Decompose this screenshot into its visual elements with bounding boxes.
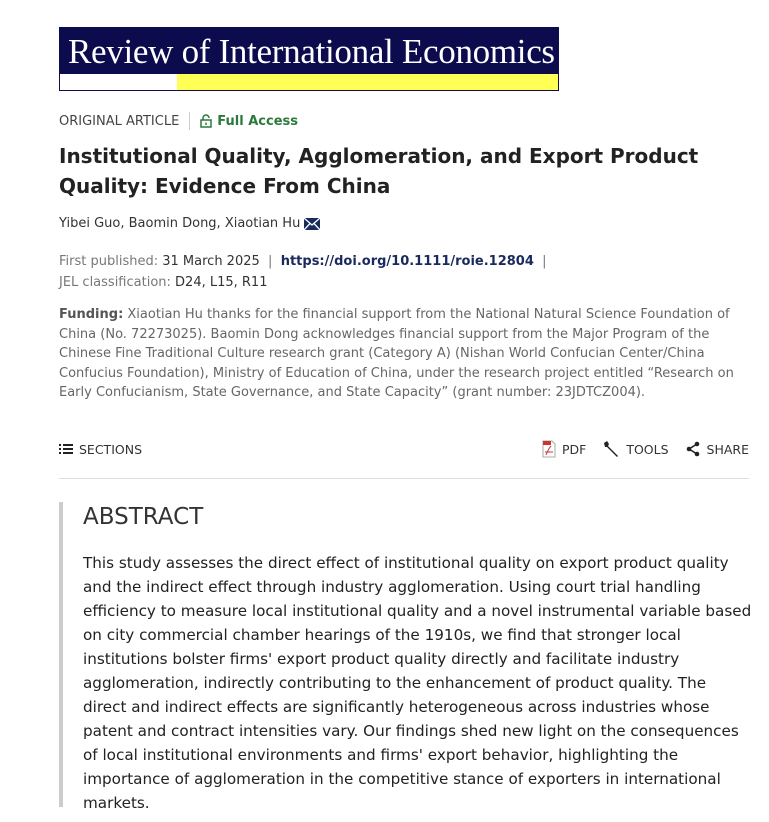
tools-button[interactable]: TOOLS <box>602 440 669 458</box>
abstract-heading: ABSTRACT <box>83 504 204 530</box>
share-button[interactable]: SHARE <box>685 441 749 457</box>
article-meta: ORIGINAL ARTICLE Full Access <box>59 112 298 130</box>
abstract-section: ABSTRACT This study assesses the direct … <box>59 502 753 812</box>
pdf-icon <box>542 440 556 458</box>
journal-banner[interactable]: Review of International Economics <box>59 27 559 91</box>
article-title: Institutional Quality, Agglomeration, an… <box>59 144 699 198</box>
journal-title: Review of International Economics <box>68 32 555 71</box>
wrench-icon <box>604 441 619 457</box>
funding: Funding: Xiaotian Hu thanks for the fina… <box>59 307 734 401</box>
article-toolbar: SECTIONS PDF TOOLS SHARE <box>59 440 749 458</box>
pdf-button[interactable]: PDF <box>542 440 586 458</box>
access-badge: Full Access <box>200 114 298 129</box>
divider <box>59 478 749 479</box>
abstract-text: This study assesses the direct effect of… <box>83 554 752 812</box>
share-icon <box>686 441 699 457</box>
publication-info: First published: 31 March 2025 | https:/… <box>59 254 547 290</box>
article-type: ORIGINAL ARTICLE <box>59 113 180 129</box>
doi-link[interactable]: https://doi.org/10.1111/roie.12804 <box>280 254 534 269</box>
email-icon[interactable] <box>304 217 321 230</box>
authors[interactable]: Yibei Guo, Baomin Dong, Xiaotian Hu <box>59 216 321 231</box>
unlock-icon <box>200 114 213 128</box>
sections-button[interactable]: SECTIONS <box>59 442 142 457</box>
list-icon <box>59 444 73 454</box>
